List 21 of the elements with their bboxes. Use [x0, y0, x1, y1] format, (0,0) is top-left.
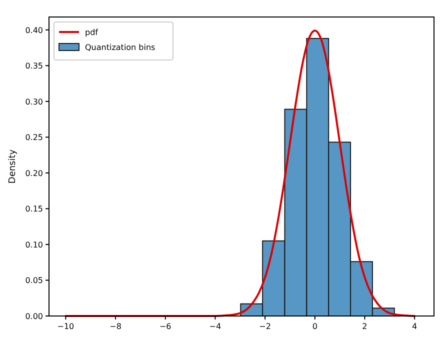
y-tick-label: 0.35 — [25, 62, 43, 71]
y-tick-label: 0.30 — [25, 97, 43, 106]
legend-label: pdf — [85, 28, 98, 37]
y-axis-title: Density — [8, 148, 18, 184]
legend-label: Quantization bins — [85, 43, 156, 52]
x-tick-label: −10 — [57, 322, 74, 331]
y-tick-label: 0.40 — [25, 26, 43, 35]
y-tick-label: 0.05 — [25, 276, 43, 286]
y-tick-label: 0.20 — [25, 168, 43, 178]
y-tick-label: 0.00 — [25, 312, 43, 321]
y-tick-label: 0.15 — [25, 204, 43, 214]
y-tick-label: 0.10 — [25, 240, 43, 250]
x-tick-label: −8 — [110, 322, 122, 331]
x-tick-label: −4 — [209, 322, 222, 331]
y-tick-label: 0.25 — [25, 133, 43, 142]
x-tick-label: 2 — [362, 322, 368, 331]
x-tick-label: 4 — [412, 322, 418, 331]
x-tick-label: 0 — [312, 322, 318, 331]
line-series — [64, 30, 416, 317]
x-tick-label: −2 — [259, 322, 271, 331]
x-tick-label: −6 — [159, 322, 172, 331]
